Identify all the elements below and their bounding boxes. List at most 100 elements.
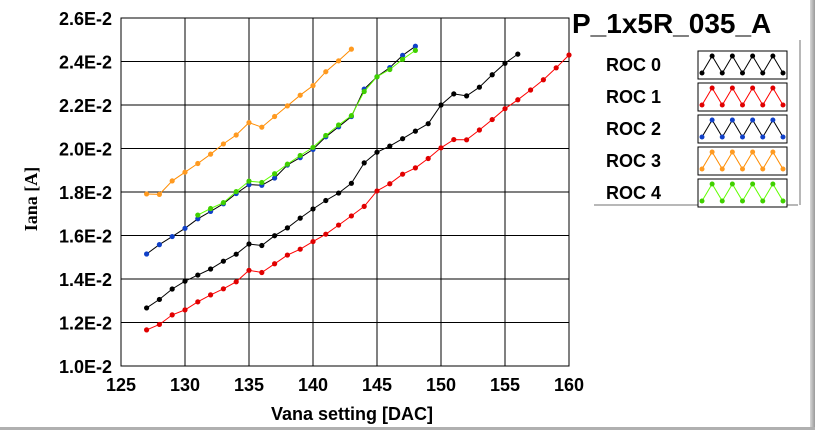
data-point-roc-2	[272, 175, 278, 181]
data-point-roc-4	[297, 152, 303, 159]
legend-swatch-marker	[740, 134, 745, 140]
y-tick-label: 1.4E-2	[59, 270, 112, 290]
data-point-roc-1	[208, 292, 214, 298]
legend: ROC 0 ROC 1 ROC 2 ROC 3 ROC 4	[594, 40, 801, 208]
data-point-roc-4	[348, 113, 354, 119]
x-tick-label: 140	[298, 375, 328, 395]
series-line-roc-2	[146, 45, 416, 255]
data-point-roc-0	[387, 143, 393, 149]
y-tick-label: 2.4E-2	[59, 53, 112, 73]
data-point-roc-4	[412, 47, 418, 54]
data-point-roc-0	[208, 266, 214, 272]
data-point-roc-2	[156, 242, 162, 248]
legend-swatch-marker	[760, 166, 766, 172]
legend-swatch-marker	[760, 134, 766, 140]
data-point-roc-0	[438, 102, 444, 108]
series-layer	[144, 43, 572, 333]
data-point-roc-0	[246, 241, 252, 247]
data-point-roc-1	[528, 87, 534, 93]
data-point-roc-4	[233, 188, 239, 195]
data-point-roc-1	[272, 261, 278, 267]
data-point-roc-4	[361, 88, 367, 95]
legend-swatch-marker	[740, 102, 745, 108]
legend-swatch-marker	[719, 134, 725, 140]
legend-swatch-marker	[699, 102, 705, 108]
legend-swatch-marker	[709, 53, 715, 59]
data-point-roc-3	[272, 113, 278, 120]
data-point-roc-1	[400, 171, 406, 177]
legend-swatch-marker	[770, 117, 776, 123]
data-point-roc-1	[425, 155, 431, 162]
legend-label-roc-4: ROC 4	[606, 183, 661, 203]
legend-swatch-marker	[729, 181, 735, 187]
data-point-roc-2	[400, 52, 406, 59]
window-edge	[810, 0, 815, 430]
data-point-roc-3	[220, 141, 226, 147]
data-point-roc-1	[489, 116, 495, 123]
series-line-roc-1	[146, 54, 570, 331]
legend-item-roc-1: ROC 1	[606, 82, 788, 112]
data-point-roc-1	[566, 52, 572, 58]
legend-swatch-marker	[770, 149, 776, 155]
data-point-roc-0	[323, 197, 329, 204]
data-point-roc-3	[336, 58, 342, 64]
data-point-roc-1	[310, 238, 316, 245]
data-point-roc-2	[412, 43, 418, 49]
data-point-roc-0	[156, 296, 162, 303]
legend-swatch-marker	[780, 102, 786, 108]
x-tick-label: 125	[106, 375, 136, 395]
data-point-roc-1	[233, 279, 239, 285]
data-point-roc-0	[259, 242, 265, 249]
legend-swatch-marker	[729, 53, 735, 59]
data-point-roc-4	[310, 144, 316, 151]
data-point-roc-0	[195, 272, 201, 278]
plot-area	[120, 17, 570, 367]
legend-swatch-marker	[780, 134, 786, 140]
chart-title: P_1x5R_035_A	[572, 8, 771, 39]
data-point-roc-2	[195, 216, 201, 222]
data-point-roc-0	[284, 225, 290, 231]
data-point-roc-0	[412, 128, 418, 134]
legend-label-roc-1: ROC 1	[606, 87, 661, 107]
data-point-roc-1	[169, 312, 175, 318]
data-point-roc-1	[553, 65, 559, 71]
legend-label-roc-3: ROC 3	[606, 151, 661, 171]
legend-swatch-marker	[719, 166, 725, 172]
data-point-roc-1	[284, 252, 290, 258]
legend-swatch-marker	[709, 117, 715, 123]
data-point-roc-4	[208, 205, 214, 212]
legend-swatch-marker	[719, 70, 725, 76]
data-point-roc-3	[182, 169, 188, 175]
y-tick-label: 2.2E-2	[59, 96, 112, 116]
data-point-roc-0	[374, 149, 380, 155]
data-point-roc-0	[476, 84, 482, 90]
data-point-roc-1	[220, 286, 226, 292]
legend-swatch-marker	[780, 166, 786, 172]
data-point-roc-0	[310, 206, 316, 212]
data-point-roc-3	[310, 83, 316, 89]
legend-swatch-marker	[709, 181, 715, 187]
legend-swatch-marker	[699, 70, 705, 76]
legend-swatch-marker	[699, 134, 705, 140]
data-point-roc-1	[144, 327, 150, 333]
data-point-roc-4	[323, 132, 329, 139]
y-tick-label: 1.8E-2	[59, 183, 112, 203]
legend-swatch-marker	[770, 85, 776, 91]
data-point-roc-4	[259, 179, 265, 186]
data-point-roc-4	[336, 122, 342, 128]
legend-item-roc-4: ROC 4	[606, 178, 788, 208]
legend-swatch-marker	[729, 117, 735, 123]
legend-swatch-marker	[760, 70, 766, 76]
y-tick-label: 2.0E-2	[59, 140, 112, 160]
legend-swatch-marker	[699, 166, 705, 172]
series-line-roc-0	[146, 53, 519, 309]
legend-swatch-marker	[770, 53, 776, 59]
data-point-roc-0	[169, 286, 175, 292]
series-roc-3	[144, 46, 354, 197]
data-point-roc-3	[246, 120, 252, 126]
legend-swatch-marker	[760, 198, 766, 204]
data-point-roc-1	[297, 246, 303, 252]
grid	[120, 17, 570, 367]
data-point-roc-3	[348, 46, 354, 52]
